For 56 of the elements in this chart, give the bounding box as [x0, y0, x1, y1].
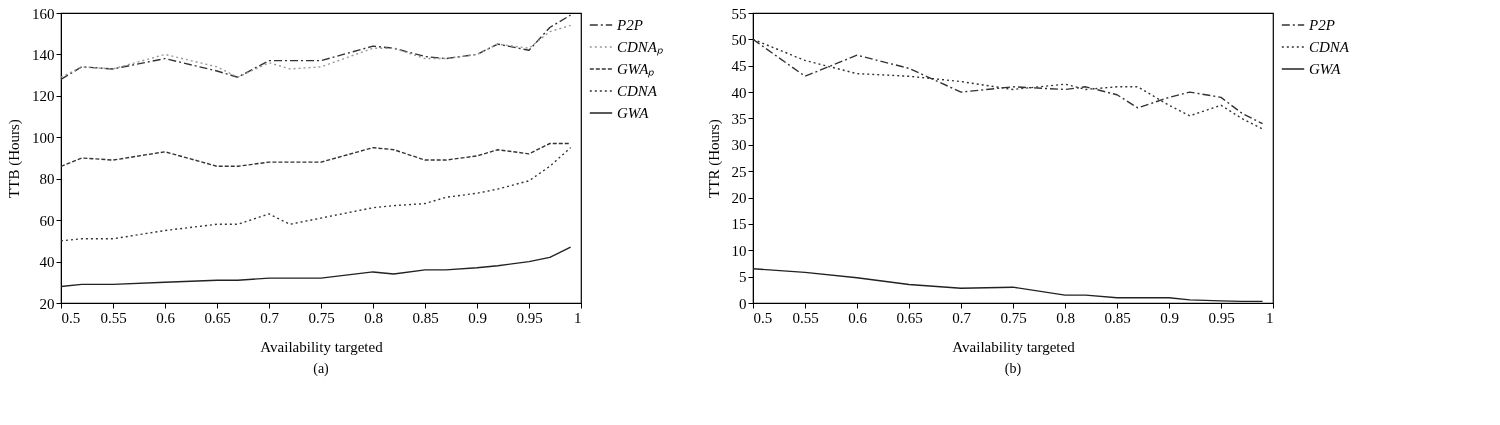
- legend-label: GWA: [617, 105, 650, 121]
- x-tick-label: 0.65: [204, 309, 231, 326]
- x-tick-label: 0.65: [896, 309, 923, 326]
- y-tick-label: 40: [39, 254, 55, 271]
- y-tick-label: 55: [731, 5, 747, 22]
- x-tick-label: 0.95: [1208, 309, 1235, 326]
- y-tick-label: 15: [731, 216, 747, 233]
- legend-label: P2P: [616, 17, 643, 33]
- x-tick-label: 0.7: [260, 309, 280, 326]
- x-tick-label: 0.9: [468, 309, 487, 326]
- y-tick-label: 35: [731, 110, 747, 127]
- x-tick-label: 0.6: [848, 309, 868, 326]
- x-tick-label: 0.55: [100, 309, 127, 326]
- y-tick-label: 100: [32, 129, 55, 146]
- y-axis-title: TTR (Hours): [705, 119, 723, 198]
- x-tick-label: 1: [1266, 309, 1274, 326]
- legend-label: GWA: [1309, 61, 1342, 77]
- y-axis-title: TTB (Hours): [6, 119, 23, 198]
- y-tick-label: 10: [731, 242, 747, 259]
- x-tick-label: 0.7: [952, 309, 972, 326]
- y-tick-label: 60: [39, 212, 55, 229]
- x-tick-label: 0.75: [308, 309, 335, 326]
- x-tick-label: 0.75: [1000, 309, 1027, 326]
- x-tick-label: 0.8: [1056, 309, 1075, 326]
- y-tick-label: 0: [739, 295, 747, 312]
- y-tick-label: 5: [739, 269, 747, 286]
- x-tick-label: 0.95: [516, 309, 543, 326]
- y-tick-label: 20: [731, 190, 747, 207]
- y-tick-label: 160: [32, 5, 55, 22]
- legend-label: CDNAₚ: [617, 39, 664, 56]
- y-tick-label: 25: [731, 163, 747, 180]
- y-tick-label: 140: [32, 46, 55, 63]
- x-tick-label: 0.55: [792, 309, 819, 326]
- legend-label: GWAₚ: [617, 61, 656, 78]
- text: (a): [313, 361, 330, 377]
- x-tick-label: 0.5: [61, 309, 81, 326]
- y-tick-label: 45: [731, 58, 747, 75]
- y-tick-label: 120: [32, 88, 55, 105]
- legend-label: CDNA: [617, 83, 658, 99]
- x-tick-label: 1: [574, 309, 582, 326]
- x-tick-label: 0.5: [753, 309, 773, 326]
- x-tick-label: 0.8: [364, 309, 383, 326]
- y-tick-label: 30: [731, 137, 747, 154]
- y-tick-label: 40: [731, 84, 747, 101]
- x-tick-label: 0.85: [412, 309, 439, 326]
- y-tick-label: 50: [731, 31, 747, 48]
- y-tick-label: 20: [39, 295, 55, 312]
- x-axis-title: Availability targeted: [260, 338, 384, 355]
- text: (b): [1004, 361, 1022, 377]
- legend-label: CDNA: [1309, 39, 1350, 55]
- x-axis-title: Availability targeted: [952, 338, 1076, 355]
- y-tick-label: 80: [39, 171, 55, 188]
- x-tick-label: 0.6: [156, 309, 176, 326]
- x-tick-label: 0.9: [1160, 309, 1179, 326]
- legend-label: P2P: [1308, 17, 1335, 33]
- x-tick-label: 0.85: [1104, 309, 1131, 326]
